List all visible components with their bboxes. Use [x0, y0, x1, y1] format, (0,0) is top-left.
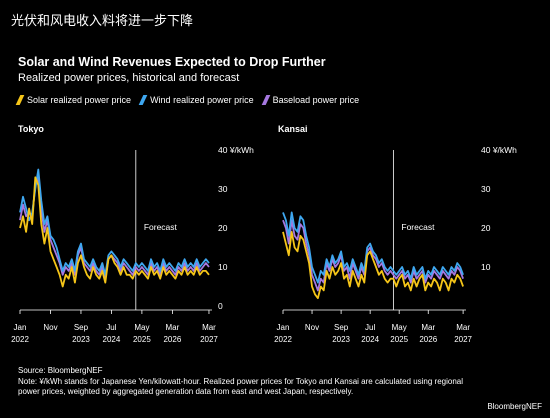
legend-item-solar: Solar realized power price — [15, 95, 132, 105]
x-tick-label-year: 2024 — [361, 335, 379, 344]
x-tick-label-year: 2026 — [163, 335, 181, 344]
x-tick-label-month: Sep — [334, 323, 349, 332]
series-line-solar-realized-power-price — [19, 176, 210, 288]
series-line-wind-realized-power-price — [19, 168, 210, 276]
series-line-baseload-power-price — [19, 176, 210, 280]
chart-subtitle: Realized power prices, historical and fo… — [18, 72, 240, 84]
legend-item-wind: Wind realized power price — [138, 95, 254, 105]
footer: Source: BloombergNEF Note: ¥/kWh stands … — [18, 366, 463, 398]
x-tick-label-month: May — [134, 323, 149, 332]
x-tick-label-year: 2025 — [390, 335, 408, 344]
series-line-baseload-power-price — [282, 219, 464, 292]
legend-label-baseload: Baseload power price — [272, 95, 360, 105]
y-tick-label: 10 — [481, 262, 491, 272]
x-tick-label-month: Jan — [277, 323, 290, 332]
footnote: Note: ¥/kWh stands for Japanese Yen/kilo… — [18, 376, 463, 397]
x-tick-label-month: Jan — [14, 323, 27, 332]
y-tick-label: 20 — [218, 223, 228, 233]
x-tick-label-year: 2026 — [419, 335, 437, 344]
legend-label-solar: Solar realized power price — [27, 95, 132, 105]
y-tick-label: 40 ¥/kWh — [481, 145, 517, 155]
brand-logo-text: BloombergNEF — [487, 402, 542, 411]
y-tick-label: 0 — [218, 301, 223, 311]
x-tick-label-month: Sep — [74, 323, 89, 332]
source-note: Source: BloombergNEF — [18, 366, 103, 375]
x-tick-label-year: 2027 — [200, 335, 218, 344]
chart-panel-kansai: Kansai 10 20 30 40 ¥/kWh Forecast Jan 2022 Nov Se… — [274, 124, 517, 344]
y-tick-label: 10 — [218, 262, 228, 272]
x-tick-label-month: Mar — [456, 323, 470, 332]
legend: Solar realized power price Wind realized… — [15, 95, 369, 105]
x-tick-label-year: 2025 — [133, 335, 151, 344]
x-tick-label-year: 2024 — [103, 335, 121, 344]
x-tick-label-month: Nov — [43, 323, 57, 332]
headline: 光伏和风电收入料将进一步下降 — [11, 13, 194, 28]
x-tick-label-month: May — [392, 323, 407, 332]
y-tick-label: 40 ¥/kWh — [218, 145, 254, 155]
x-tick-label-month: Mar — [421, 323, 435, 332]
chart-title: Solar and Wind Revenues Expected to Drop… — [18, 55, 326, 69]
x-tick-label-year: 2027 — [454, 335, 472, 344]
y-tick-label: 20 — [481, 223, 491, 233]
x-tick-label-month: Jul — [365, 323, 375, 332]
panel-title: Kansai — [278, 124, 308, 134]
x-tick-label-year: 2023 — [332, 335, 350, 344]
legend-item-baseload: Baseload power price — [261, 95, 360, 105]
x-tick-label-month: Mar — [202, 323, 216, 332]
chart-panel-tokyo: Tokyo 0 10 20 30 40 ¥/kWh Forecast Jan 2022 Nov Se… — [11, 124, 254, 344]
panel-title: Tokyo — [18, 124, 44, 134]
y-tick-label: 30 — [218, 184, 228, 194]
legend-label-wind: Wind realized power price — [150, 95, 254, 105]
series-line-solar-realized-power-price — [282, 230, 464, 300]
y-tick-label: 30 — [481, 184, 491, 194]
forecast-annotation: Forecast — [401, 222, 435, 232]
x-tick-label-year: 2023 — [72, 335, 90, 344]
x-tick-label-year: 2022 — [274, 335, 292, 344]
series-line-wind-realized-power-price — [282, 211, 464, 284]
forecast-annotation: Forecast — [144, 222, 178, 232]
x-tick-label-month: Nov — [305, 323, 319, 332]
x-tick-label-year: 2022 — [11, 335, 29, 344]
x-tick-label-month: Jul — [106, 323, 116, 332]
x-tick-label-month: Mar — [166, 323, 180, 332]
